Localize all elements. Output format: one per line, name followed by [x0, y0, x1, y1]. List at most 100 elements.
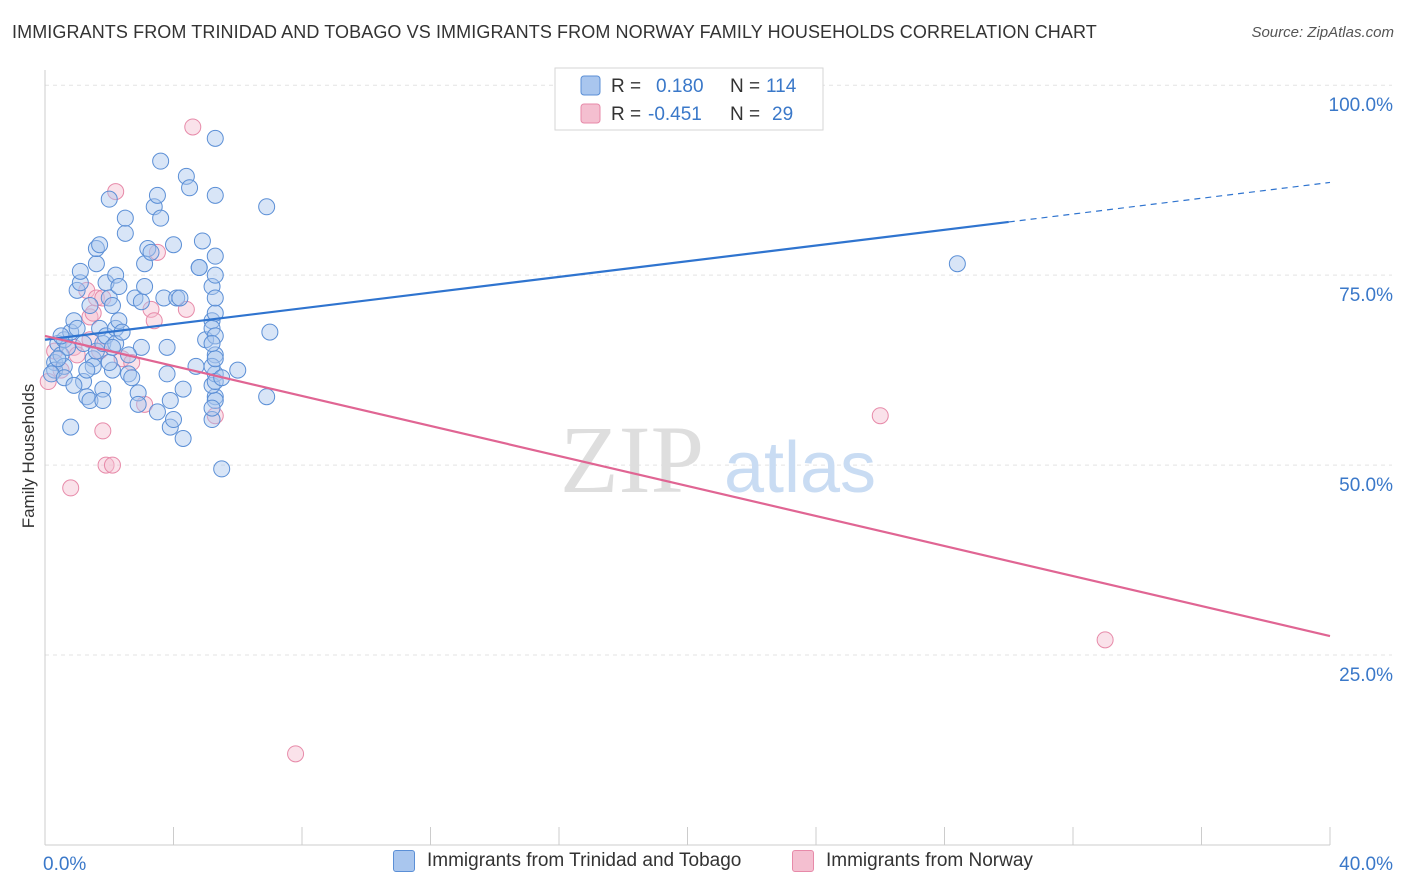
trinidad-point[interactable] [171, 289, 189, 307]
trinidad-point[interactable] [193, 232, 211, 250]
norway-regression-line [44, 334, 1331, 638]
trinidad-point[interactable] [100, 354, 118, 372]
regression-lines [44, 181, 1331, 638]
gridlines [45, 84, 1392, 656]
legend-bottom: Immigrants from Trinidad and Tobago Immi… [0, 850, 1406, 880]
trinidad-point[interactable] [181, 179, 199, 197]
chart-title: IMMIGRANTS FROM TRINIDAD AND TOBAGO VS I… [12, 22, 1097, 42]
trinidad-point[interactable] [116, 224, 134, 242]
watermark-zip: ZIP [560, 406, 704, 513]
trinidad-point[interactable] [261, 323, 279, 341]
trinidad-point[interactable] [81, 297, 99, 315]
trinidad-point[interactable] [49, 350, 67, 368]
trinidad-point[interactable] [42, 365, 60, 383]
trinidad-point[interactable] [116, 209, 134, 227]
norway-point[interactable] [871, 407, 889, 425]
legend-top-r-value-2: -0.451 [648, 104, 702, 125]
trinidad-point[interactable] [948, 255, 966, 273]
trinidad-point[interactable] [165, 411, 182, 429]
trinidad-point[interactable] [136, 278, 154, 296]
legend-swatch-trinidad [393, 850, 415, 872]
trinidad-point[interactable] [132, 338, 150, 356]
legend-top-swatch-blue [580, 75, 601, 96]
trinidad-point[interactable] [65, 376, 83, 394]
x-tick-label-max: 40.0% [1339, 854, 1393, 875]
trinidad-point[interactable] [148, 186, 166, 204]
trinidad-point[interactable] [123, 369, 141, 387]
trinidad-point[interactable] [71, 262, 89, 280]
trinidad-point[interactable] [78, 361, 96, 379]
y-axis-label: Family Households [19, 384, 38, 529]
points-trinidad [42, 129, 966, 478]
trinidad-point[interactable] [174, 380, 192, 398]
y-tick-label: 75.0% [1339, 285, 1393, 306]
trinidad-point[interactable] [203, 335, 221, 353]
norway-point[interactable] [287, 745, 305, 763]
trinidad-point[interactable] [68, 319, 86, 337]
trinidad-point[interactable] [148, 403, 166, 421]
y-tick-labels: 25.0% 50.0% 75.0% 100.0% [1329, 95, 1394, 686]
norway-point[interactable] [97, 456, 115, 474]
source-label: Source: ZipAtlas.com [1251, 24, 1394, 41]
trinidad-point[interactable] [206, 129, 224, 147]
trinidad-point[interactable] [91, 236, 109, 254]
trinidad-point[interactable] [94, 392, 112, 410]
legend-top-swatch-pink [580, 103, 601, 124]
trinidad-point[interactable] [206, 186, 224, 204]
legend-item-trinidad[interactable]: Immigrants from Trinidad and Tobago [393, 850, 741, 872]
norway-point[interactable] [145, 312, 163, 330]
x-axis [44, 70, 1331, 846]
trinidad-point[interactable] [177, 167, 195, 185]
norway-point[interactable] [62, 479, 80, 497]
norway-point[interactable] [103, 456, 121, 474]
trinidad-point[interactable] [152, 209, 170, 227]
trinidad-point[interactable] [206, 350, 224, 368]
legend-top-n-value-2: 29 [772, 104, 793, 125]
trinidad-point[interactable] [113, 323, 131, 341]
trinidad-point[interactable] [132, 293, 150, 311]
norway-point[interactable] [94, 422, 112, 440]
trinidad-point[interactable] [110, 312, 128, 330]
trinidad-point[interactable] [152, 152, 170, 170]
norway-point[interactable] [1096, 631, 1114, 649]
trinidad-point[interactable] [100, 190, 118, 208]
trinidad-point[interactable] [206, 266, 224, 284]
trinidad-point[interactable] [206, 346, 224, 364]
trinidad-point[interactable] [62, 418, 80, 436]
legend-top-n-label-1: N = [730, 76, 760, 97]
trinidad-point[interactable] [165, 236, 182, 254]
y-tick-label: 50.0% [1339, 475, 1393, 496]
trinidad-point[interactable] [206, 289, 224, 307]
legend-item-norway[interactable]: Immigrants from Norway [792, 850, 1033, 872]
trinidad-point[interactable] [206, 247, 224, 265]
norway-point[interactable] [148, 243, 166, 261]
trinidad-point[interactable] [87, 255, 105, 273]
trinidad-point[interactable] [142, 243, 160, 261]
trinidad-point[interactable] [103, 297, 121, 315]
trinidad-regression-extension [1008, 181, 1331, 223]
trinidad-point[interactable] [258, 388, 276, 406]
legend-label-trinidad: Immigrants from Trinidad and Tobago [427, 850, 742, 871]
trinidad-point[interactable] [206, 388, 224, 406]
trinidad-point[interactable] [213, 460, 231, 478]
y-tick-label: 100.0% [1329, 95, 1394, 116]
trinidad-point[interactable] [158, 338, 176, 356]
trinidad-point[interactable] [161, 392, 179, 410]
trinidad-point[interactable] [110, 278, 128, 296]
trinidad-point[interactable] [129, 395, 147, 413]
norway-point[interactable] [184, 118, 202, 136]
trinidad-point[interactable] [203, 399, 221, 417]
legend-label-norway: Immigrants from Norway [826, 850, 1033, 871]
legend-top-n-label-2: N = [730, 104, 760, 125]
trinidad-point[interactable] [107, 266, 125, 284]
trinidad-point[interactable] [258, 198, 276, 216]
trinidad-point[interactable] [158, 365, 176, 383]
x-tick-labels: 0.0% 40.0% [43, 854, 1393, 875]
trinidad-point[interactable] [190, 259, 208, 277]
trinidad-point[interactable] [203, 278, 221, 296]
trinidad-point[interactable] [174, 430, 192, 448]
trinidad-point[interactable] [81, 392, 99, 410]
trinidad-point[interactable] [229, 361, 247, 379]
x-tick-label-min: 0.0% [43, 854, 86, 875]
